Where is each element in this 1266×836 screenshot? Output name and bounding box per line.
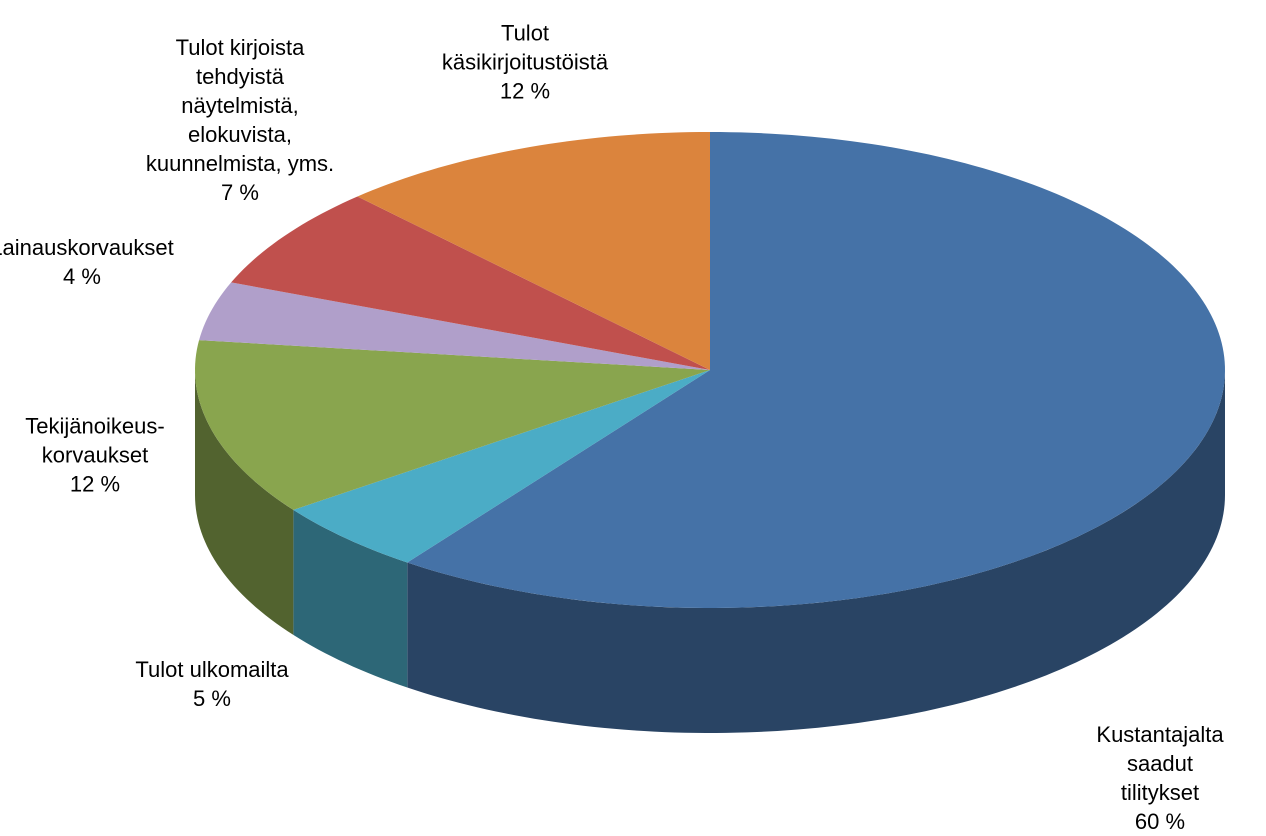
value-label: 7 %: [221, 180, 259, 205]
slice: [407, 132, 1225, 608]
data-label: Lainauskorvaukset 4 %: [0, 233, 174, 291]
slice: [293, 370, 710, 563]
category-label: Tulot kirjoista tehdyistä näytelmistä, e…: [145, 35, 335, 176]
data-label: Tulot käsikirjoitustöistä 12 %: [442, 19, 608, 106]
data-label: Tulot kirjoista tehdyistä näytelmistä, e…: [146, 33, 334, 207]
category-label: Tulot ulkomailta: [135, 657, 289, 682]
slice: [357, 132, 710, 370]
slice-side: [293, 509, 408, 688]
category-label: Lainauskorvaukset: [0, 235, 174, 260]
data-label: Tekijänoikeus- korvaukset 12 %: [25, 412, 164, 499]
data-label: Kustantajalta saadut tilitykset 60 %: [1096, 720, 1223, 836]
category-label: Tekijänoikeus- korvaukset: [25, 413, 165, 468]
data-label: Tulot ulkomailta 5 %: [135, 655, 288, 713]
slice: [195, 340, 711, 510]
value-label: 5 %: [193, 686, 231, 711]
category-label: Kustantajalta saadut tilitykset: [1096, 722, 1224, 805]
sides: [195, 370, 1225, 733]
value-label: 12 %: [69, 471, 121, 497]
value-label: 12 %: [499, 78, 551, 104]
slice: [231, 196, 711, 370]
value-label: 60 %: [1134, 809, 1186, 834]
slice-side: [407, 370, 1225, 733]
slice-side: [195, 370, 294, 635]
category-label: Tulot käsikirjoitustöistä: [441, 20, 609, 75]
slice: [199, 282, 711, 370]
value-label: 4 %: [63, 264, 101, 289]
